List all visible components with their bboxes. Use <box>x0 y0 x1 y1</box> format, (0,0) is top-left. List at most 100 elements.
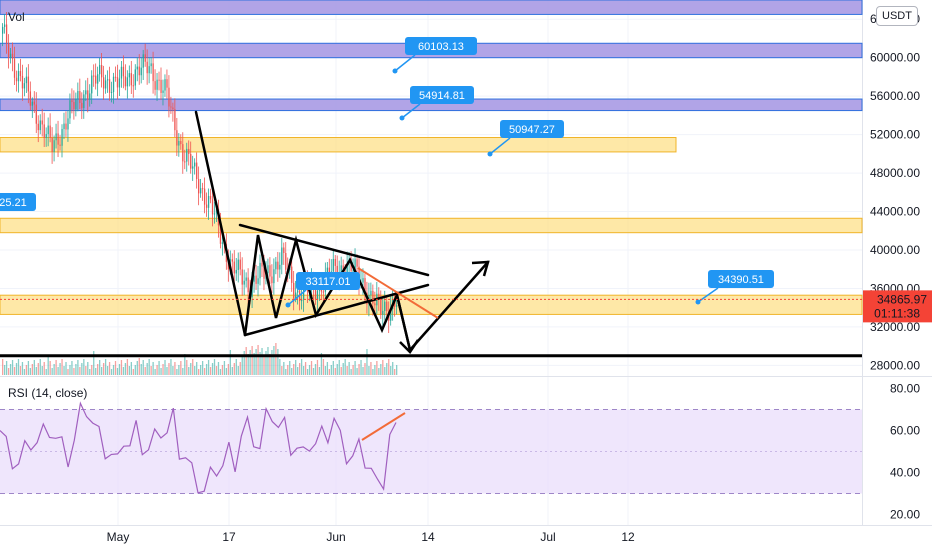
candle <box>45 134 47 139</box>
candle <box>21 75 24 89</box>
volume-bar <box>134 365 136 375</box>
candle <box>300 299 303 302</box>
volume-bar <box>332 361 334 375</box>
candle <box>285 253 287 270</box>
volume-bar <box>225 368 228 375</box>
volume-bar <box>330 365 332 375</box>
currency-button[interactable]: USDT <box>876 6 918 26</box>
volume-bar <box>364 363 366 375</box>
candle <box>374 303 376 306</box>
candle <box>33 101 35 105</box>
candle <box>156 79 158 90</box>
volume-bar <box>126 359 129 375</box>
candle <box>209 195 212 200</box>
volume-bar <box>198 369 200 375</box>
volume-bar <box>180 361 182 375</box>
volume-bar <box>233 363 235 375</box>
volume-bar <box>316 360 319 375</box>
volume-bar <box>97 364 99 375</box>
volume-bar <box>267 347 269 375</box>
candle <box>352 270 354 272</box>
volume-bar <box>356 368 358 375</box>
candle <box>7 43 10 58</box>
volume-bar <box>255 349 257 375</box>
volume-bar <box>370 362 372 375</box>
volume-bar <box>215 366 218 375</box>
price-callout: 25.21 <box>0 193 36 211</box>
projection-up <box>408 260 490 352</box>
candle <box>170 106 172 108</box>
volume-bar <box>291 368 293 375</box>
volume-bar <box>150 366 152 375</box>
candle <box>154 81 156 90</box>
volume-bar <box>146 363 148 375</box>
volume-bar <box>79 367 81 375</box>
volume-bar <box>120 360 123 375</box>
candle <box>275 261 277 270</box>
volume-bar <box>310 361 313 375</box>
candle <box>41 120 43 125</box>
volume-bar <box>118 364 121 375</box>
volume-bar <box>136 361 138 375</box>
candle <box>81 102 83 109</box>
volume-bar <box>55 360 57 375</box>
price-callout: 34390.51 <box>695 270 774 305</box>
volume-bar <box>21 362 24 375</box>
volume-bar <box>221 365 224 375</box>
volume-bar <box>362 367 364 375</box>
candle <box>120 66 123 79</box>
candle <box>215 208 218 214</box>
volume-bar <box>184 354 186 375</box>
candle <box>116 77 119 88</box>
volume-bar <box>257 345 259 375</box>
candle <box>106 79 109 81</box>
candle <box>162 90 164 93</box>
candle <box>190 153 192 169</box>
candle <box>332 259 334 272</box>
volume-bar <box>302 366 305 375</box>
volume-bar <box>108 362 111 375</box>
candle <box>25 76 28 84</box>
candle <box>370 290 372 296</box>
volume-bar <box>380 364 382 375</box>
volume-bar <box>382 360 384 375</box>
last-price-tag <box>863 290 932 323</box>
candle <box>200 188 202 194</box>
volume-bar <box>239 362 241 375</box>
rsi-axis: 80.00 60.00 40.00 20.00 <box>890 382 920 522</box>
volume-bar <box>350 369 352 375</box>
candle <box>39 120 41 131</box>
candle <box>101 65 103 78</box>
price-callout: 33117.01 <box>285 272 360 308</box>
volume-bar <box>247 354 249 375</box>
volume-bar <box>59 363 61 375</box>
volume-bar <box>374 365 376 375</box>
orange-trendline <box>357 267 439 319</box>
volume-bar <box>31 364 33 375</box>
volume-label: Vol <box>8 10 25 24</box>
candle <box>362 278 364 283</box>
price-tick-label: 28000.00 <box>870 358 920 372</box>
candle <box>124 76 127 87</box>
volume-bar <box>253 353 255 375</box>
volume-bar <box>81 363 83 375</box>
candle <box>49 125 51 138</box>
candle <box>99 65 101 75</box>
candle <box>273 269 275 284</box>
callout-box <box>0 193 36 211</box>
rsi-divergence-line <box>361 412 406 441</box>
candle <box>281 247 283 265</box>
volume-bar <box>13 367 16 375</box>
candle <box>65 123 67 130</box>
price-tick-label: 48000.00 <box>870 166 920 180</box>
volume-bar <box>45 369 47 375</box>
volume-bar <box>297 367 299 375</box>
callout-value: 50947.27 <box>509 124 555 136</box>
callout-value: 25.21 <box>0 197 27 209</box>
callout-anchor <box>285 302 291 308</box>
volume-bar <box>83 359 85 375</box>
candle <box>11 53 14 59</box>
volume-bar <box>378 368 380 375</box>
volume-bar <box>158 361 160 375</box>
